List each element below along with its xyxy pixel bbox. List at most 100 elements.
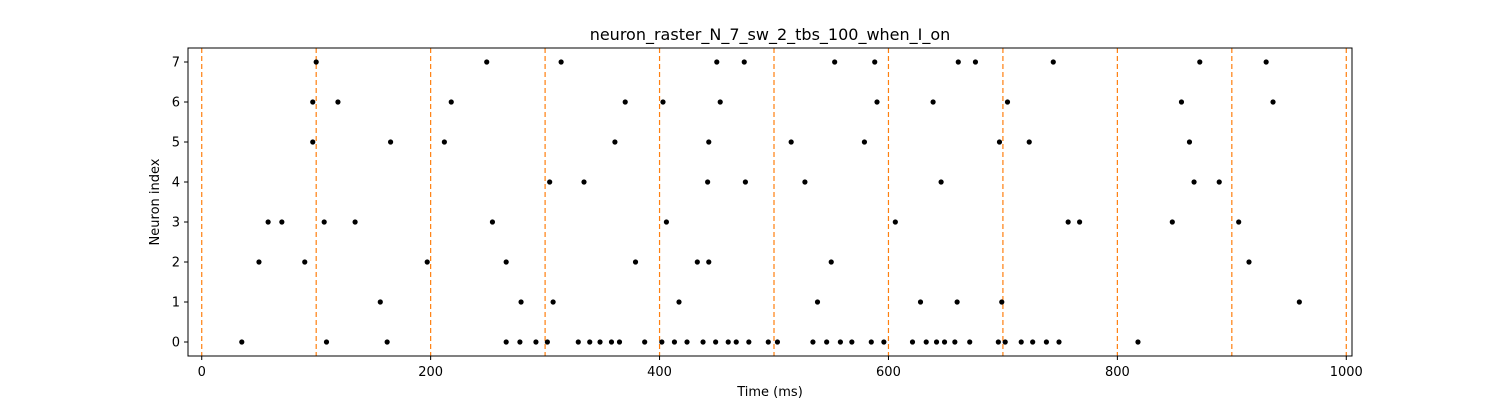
spike-point [239,339,245,345]
spike-point [302,259,308,265]
spike-point [832,59,838,65]
spike-point [484,59,490,65]
spike-point [717,99,723,105]
x-axis-label: Time (ms) [736,385,803,400]
x-tick-label: 1000 [1330,365,1363,380]
spike-point [587,339,593,345]
y-tick-label: 2 [172,256,180,271]
spike-point [954,299,960,305]
spike-point [774,339,781,345]
spike-point [802,179,808,185]
spike-point [503,339,509,345]
spike-point [310,139,316,145]
spike-point [725,339,731,345]
spike-point [581,179,587,185]
spike-point [938,179,944,185]
spike-point [612,139,618,145]
y-tick-label: 0 [172,336,180,351]
spike-point [874,99,880,105]
spike-point [518,299,524,305]
spike-point [1018,339,1024,345]
spike-point [1050,59,1056,65]
spike-point [872,59,878,65]
spike-point [881,339,887,345]
spike-point [310,99,316,105]
y-tick-label: 6 [172,96,180,111]
spike-point [788,139,794,145]
spike-point [660,99,666,105]
spike-point [558,59,564,65]
spike-point [765,339,771,345]
spike-point [705,179,711,185]
reference-lines [201,48,1347,356]
spike-point [694,259,700,265]
spike-points [239,59,1302,345]
spike-point [741,59,747,65]
x-axis-ticks: 0 200 400 600 800 1000 [198,356,1363,380]
spike-point [1076,219,1083,225]
y-tick-label: 7 [172,56,180,71]
spike-point [676,299,682,305]
spike-point [1043,339,1050,345]
plot-frame [187,47,1353,357]
spike-point [671,339,678,345]
spike-point [575,339,581,345]
spike-point [608,339,615,345]
spike-point [663,219,670,225]
spike-point [837,339,843,345]
spike-point [955,59,961,65]
chart-title: neuron_raster_N_7_sw_2_tbs_100_when_I_on [590,25,951,45]
y-tick-label: 5 [172,136,180,151]
spike-point [1236,219,1242,225]
spike-point [849,339,855,345]
spike-point [1216,179,1222,185]
spike-point [424,259,430,265]
spike-point [700,339,706,345]
spike-point [597,339,603,345]
spike-point [714,59,720,65]
y-tick-label: 4 [172,176,180,191]
spike-point [265,219,271,225]
spike-point [1002,339,1008,345]
spike-point [544,339,550,345]
spike-point [377,299,383,305]
spike-point [941,339,948,345]
spike-point [1263,59,1269,65]
spike-point [547,179,553,185]
spike-point [441,139,447,145]
x-tick-label: 0 [198,365,206,380]
spike-point [659,339,665,345]
spike-point [923,339,929,345]
spike-point [1065,219,1071,225]
x-tick-label: 600 [876,365,901,380]
spike-point [909,339,916,345]
x-tick-label: 800 [1105,365,1130,380]
spike-point [810,339,816,345]
y-axis-ticks: 0 1 2 3 4 5 6 7 [172,56,188,351]
spike-point [706,259,712,265]
spike-point [746,339,752,345]
spike-point [706,139,712,145]
spike-point [892,219,898,225]
spike-point [828,259,834,265]
spike-point [616,339,623,345]
spike-point [972,59,979,65]
spike-point [321,219,327,225]
spike-point [323,339,330,345]
spike-point [1135,339,1141,345]
spike-point [861,139,868,145]
spike-point [868,339,874,345]
spike-point [933,339,940,345]
spike-point [313,59,319,65]
spike-point [1056,339,1062,345]
y-tick-label: 1 [172,296,180,311]
spike-point [1178,99,1185,105]
spike-point [1296,299,1302,305]
spike-point [713,339,719,345]
spike-point [489,219,496,225]
spike-point [733,339,739,345]
spike-point [503,259,509,265]
spike-point [517,339,523,345]
spike-point [824,339,830,345]
